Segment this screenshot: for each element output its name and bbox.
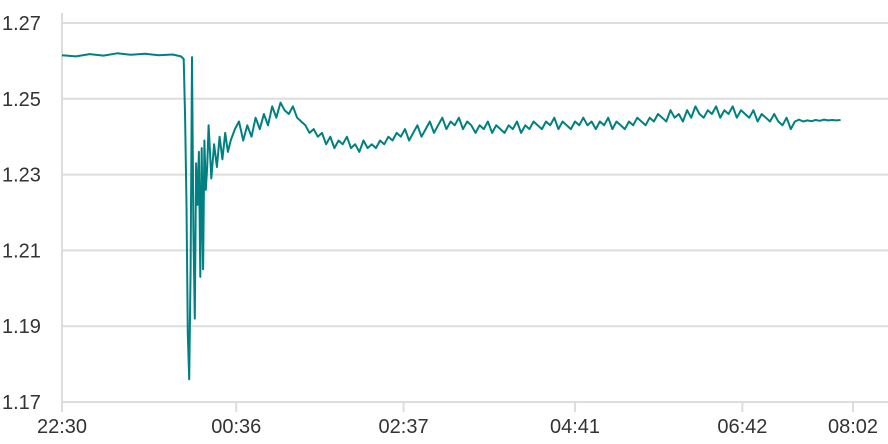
y-tick-label: 1.19	[2, 316, 41, 338]
x-tick-label: 06:42	[717, 416, 767, 438]
series-layer	[61, 52, 841, 381]
series-line-rate	[61, 52, 841, 381]
x-tick-label: 00:36	[211, 416, 261, 438]
y-tick-label: 1.21	[2, 240, 41, 262]
x-axis-ticks: 22:30 00:36 02:37 04:41 06:42 08:02	[37, 402, 878, 438]
x-tick-label: 04:41	[550, 416, 600, 438]
x-tick-label: 22:30	[37, 416, 87, 438]
y-tick-label: 1.17	[2, 392, 41, 414]
x-tick-label: 02:37	[379, 416, 429, 438]
y-tick-label: 1.23	[2, 165, 41, 187]
y-axis-ticks: 1.17 1.19 1.21 1.23 1.25 1.27	[2, 13, 41, 414]
x-tick-label: 08:02	[828, 416, 878, 438]
y-tick-label: 1.27	[2, 13, 41, 35]
y-tick-label: 1.25	[2, 89, 41, 111]
